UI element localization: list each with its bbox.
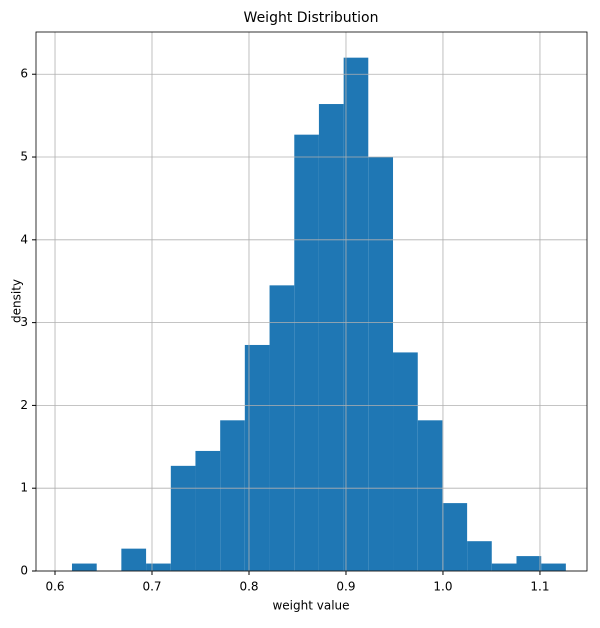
x-tick-label: 0.6 (45, 580, 64, 594)
bar (541, 563, 566, 571)
bar (170, 465, 196, 571)
bar (220, 420, 245, 571)
bar (491, 563, 517, 571)
y-tick-label: 5 (20, 150, 28, 164)
bar (318, 104, 344, 571)
bar (146, 563, 171, 571)
bar (121, 548, 147, 571)
y-tick-label: 4 (20, 232, 28, 246)
bar (417, 420, 443, 571)
bar (269, 285, 295, 571)
y-axis-label: density (10, 279, 24, 323)
x-tick-label: 1.1 (530, 580, 549, 594)
bar (195, 450, 221, 571)
chart-title: Weight Distribution (244, 10, 379, 26)
plot-frame (35, 31, 588, 572)
x-tick-label: 0.8 (239, 580, 258, 594)
bar (343, 57, 369, 571)
bar (393, 352, 418, 571)
bar (442, 503, 468, 571)
bar (244, 344, 270, 571)
x-axis-label: weight value (272, 599, 349, 613)
y-tick-label: 2 (20, 398, 28, 412)
bar (516, 556, 542, 571)
bar (467, 541, 492, 571)
x-tick-label: 0.9 (336, 580, 355, 594)
y-tick-label: 0 (20, 564, 28, 578)
x-tick-label: 0.7 (142, 580, 161, 594)
y-tick-label: 3 (20, 315, 28, 329)
x-tick-label: 1.0 (433, 580, 452, 594)
bar (294, 134, 319, 571)
y-tick-label: 1 (20, 481, 28, 495)
bar (368, 157, 394, 572)
bar (71, 563, 97, 571)
y-tick-label: 6 (20, 67, 28, 81)
